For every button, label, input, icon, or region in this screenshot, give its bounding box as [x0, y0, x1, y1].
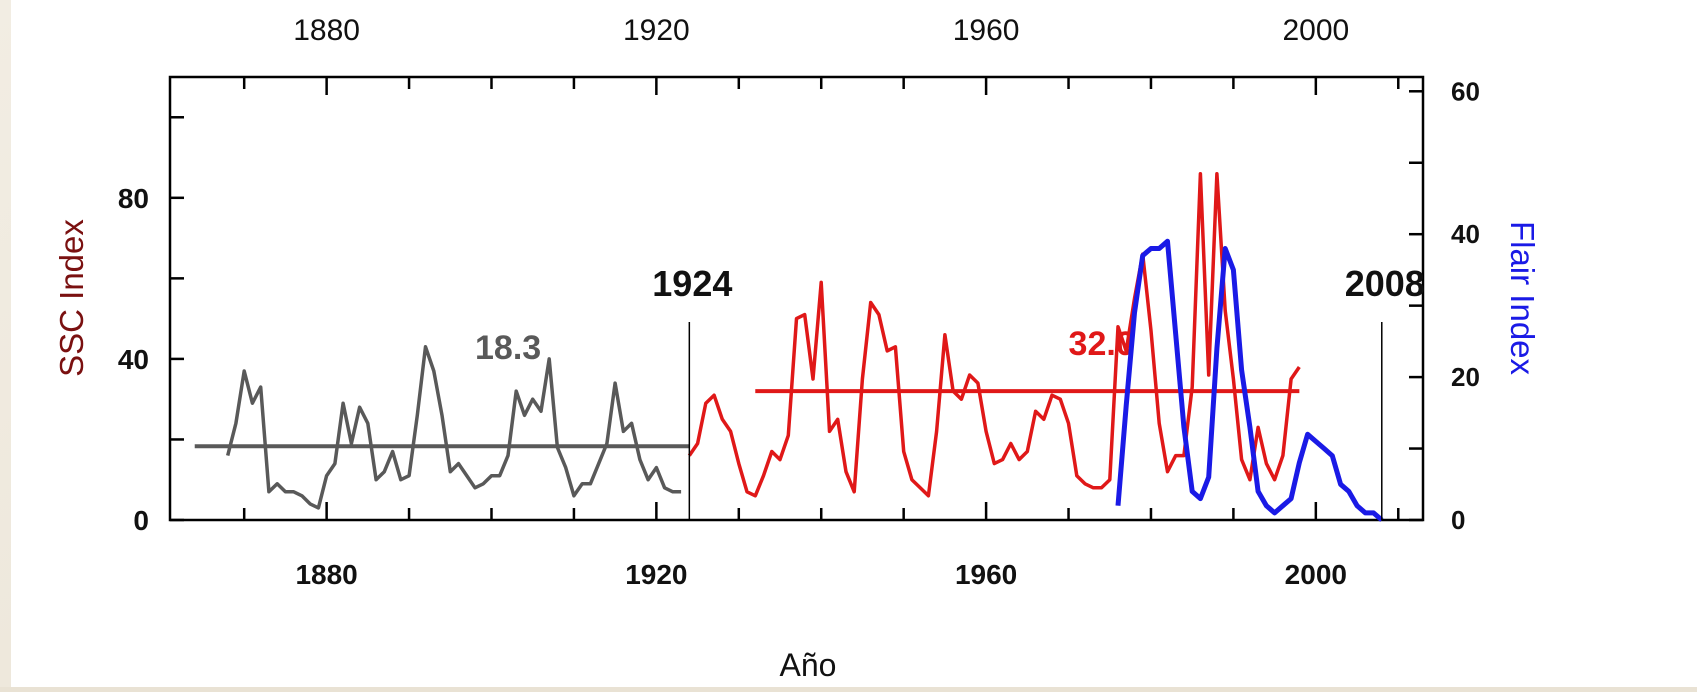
x-axis-label: Año	[780, 647, 837, 683]
x-tick-label-bottom-1960: 1960	[955, 559, 1017, 590]
mean-label-0: 18.3	[475, 329, 541, 367]
axis-ticks	[170, 77, 1423, 522]
marker-label-1924: 1924	[652, 263, 732, 304]
y-left-tick-label-80: 80	[118, 183, 149, 214]
series-lines	[226, 171, 1384, 522]
y-left-tick-label-40: 40	[118, 344, 149, 375]
x-tick-label-top-1920: 1920	[623, 14, 690, 47]
marker-label-2008: 2008	[1345, 263, 1425, 304]
plot-frame	[168, 75, 1425, 522]
x-tick-label-bottom-1880: 1880	[295, 559, 357, 590]
x-tick-label-top-1960: 1960	[953, 14, 1020, 47]
series-line-gray	[226, 345, 682, 510]
x-tick-label-top-1880: 1880	[293, 14, 360, 47]
x-tick-label-bottom-1920: 1920	[625, 559, 687, 590]
series-line-red	[687, 171, 1301, 498]
chart: 1880 1880 1920 1920 1960 1960 2000 2000 0 40 80 0 20…	[53, 14, 1541, 683]
y-right-tick-label-40: 40	[1451, 219, 1480, 249]
x-tick-label-bottom-2000: 2000	[1285, 559, 1347, 590]
y-right-tick-label-0: 0	[1451, 505, 1465, 535]
x-tick-label-top-2000: 2000	[1282, 14, 1349, 47]
chart-panel: 1880 1880 1920 1920 1960 1960 2000 2000 0 40 80 0 20…	[11, 0, 1697, 687]
y-left-tick-label-0: 0	[133, 505, 149, 536]
y-axis-label-left: SSC Index	[53, 219, 90, 377]
tick-labels: 1880 1880 1920 1920 1960 1960 2000 2000 0 40 80 0 20…	[118, 14, 1480, 590]
y-right-tick-label-20: 20	[1451, 362, 1480, 392]
series-line-blue	[1115, 238, 1384, 522]
y-right-tick-label-60: 60	[1451, 76, 1480, 106]
annotations: 1924 2008	[652, 263, 1425, 520]
y-axis-label-right: Flair Index	[1504, 221, 1541, 376]
